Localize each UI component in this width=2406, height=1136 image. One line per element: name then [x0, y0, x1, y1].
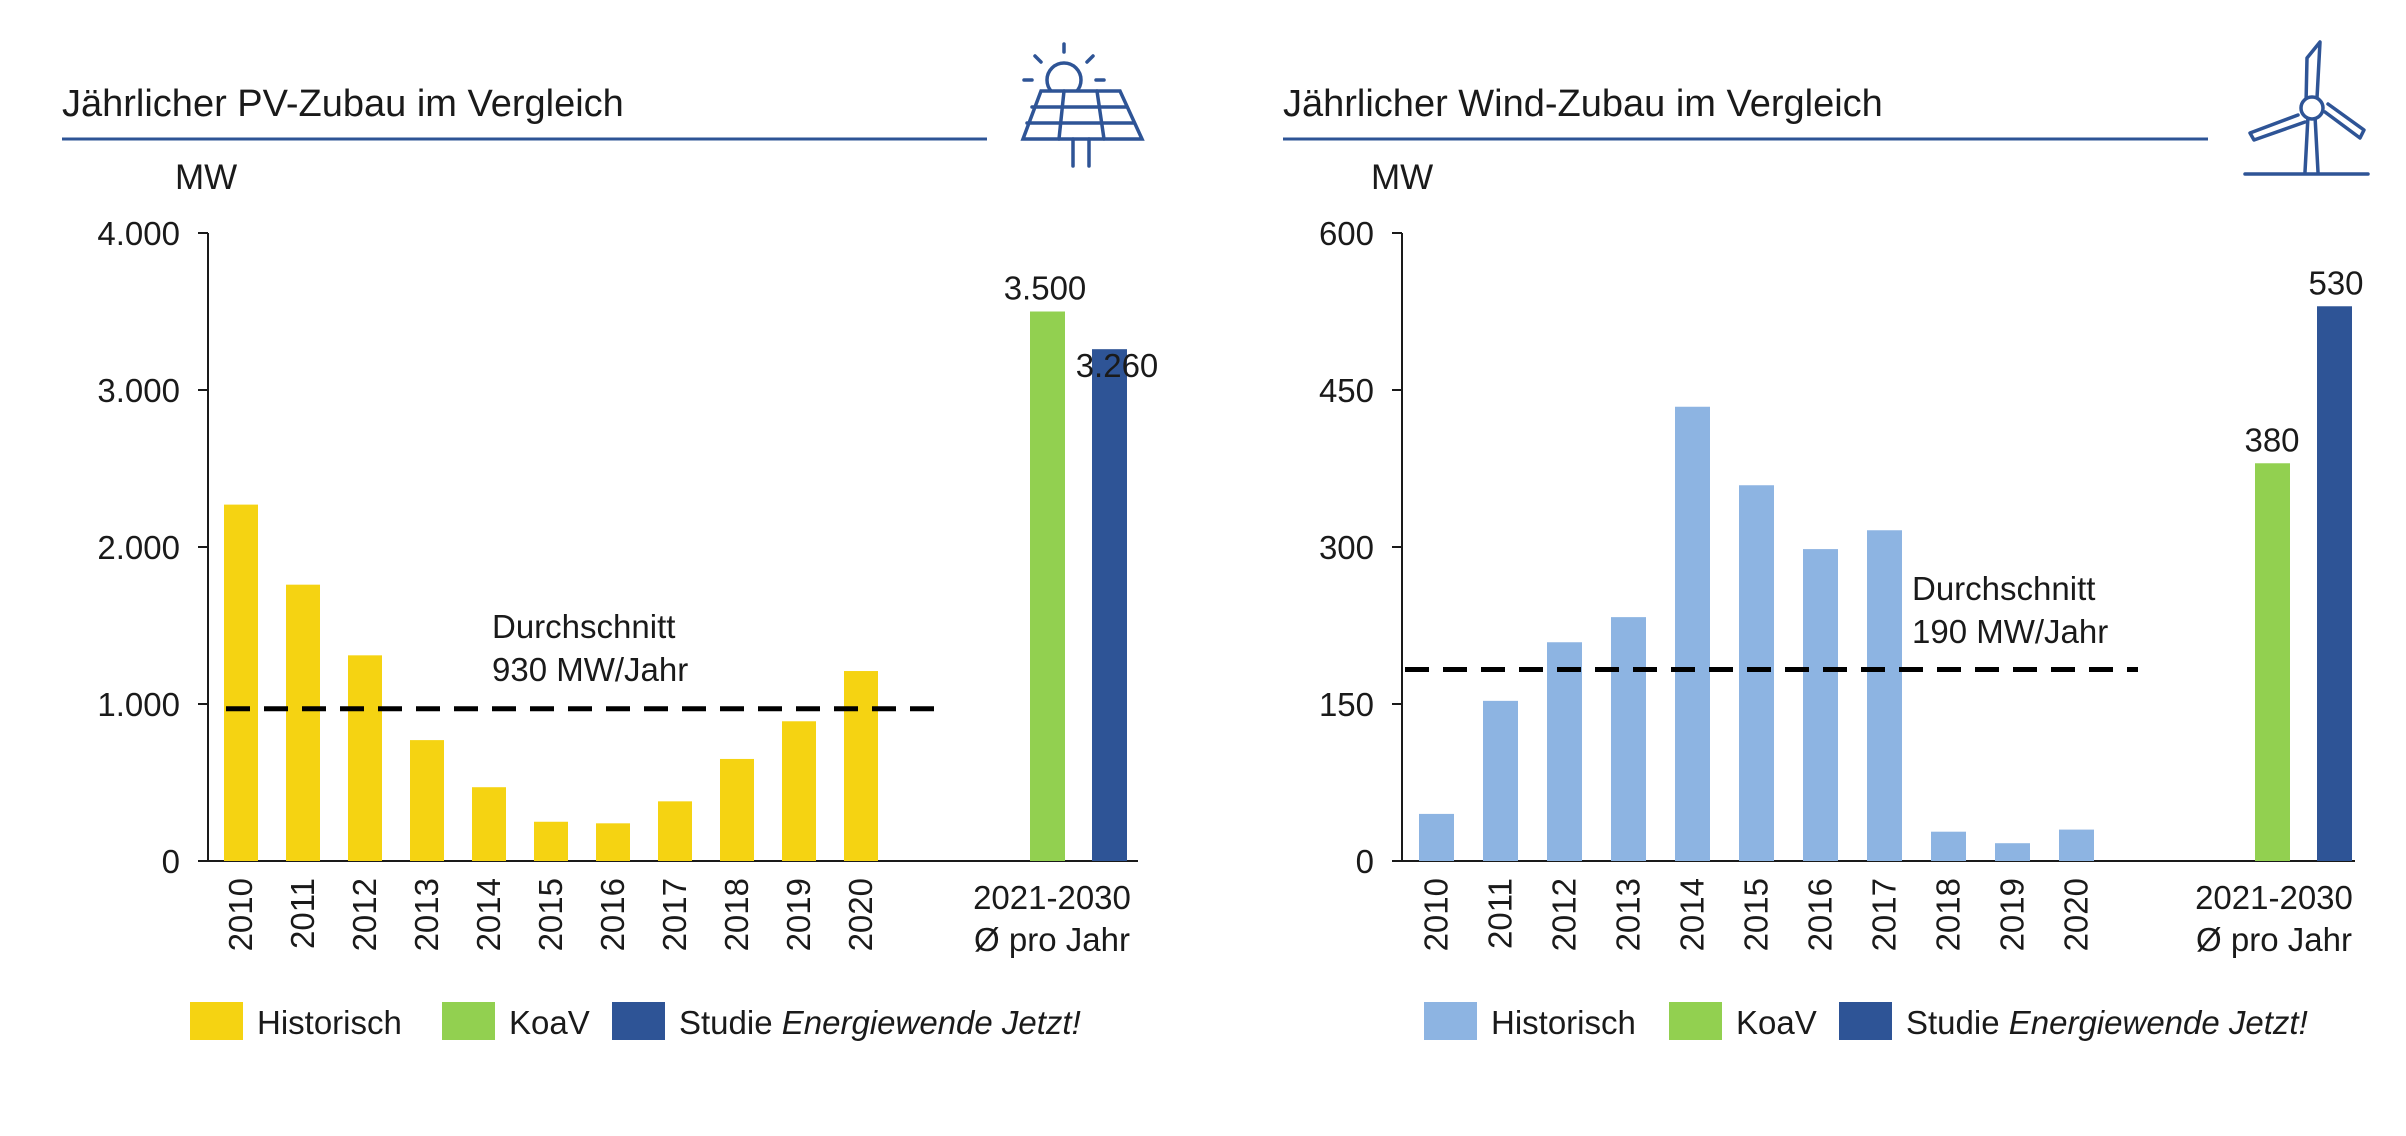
wind-legend-label: Historisch	[1491, 1004, 1636, 1041]
wind-y-unit: MW	[1371, 158, 1433, 197]
pv-bar-2011	[286, 584, 320, 861]
wind-bar-2015	[1739, 485, 1774, 861]
wind-x-tick-label: 2015	[1738, 878, 1775, 951]
pv-bar-2018	[720, 758, 754, 861]
wind-legend-swatch	[1424, 1002, 1477, 1040]
pv-bar-2010	[224, 504, 258, 861]
wind-x-tick-label: 2018	[1930, 878, 1967, 951]
pv-y-unit: MW	[175, 158, 237, 197]
pv-bar-2012	[348, 655, 382, 861]
wind-bar-2011	[1483, 700, 1518, 861]
wind-target-category-line2: Ø pro Jahr	[2196, 921, 2352, 958]
wind-bar-2010	[1419, 813, 1454, 861]
wind-target-value-label: 380	[2244, 421, 2299, 458]
wind-average-label-line2: 190 MW/Jahr	[1912, 613, 2108, 650]
wind-x-tick-label: 2017	[1866, 878, 1903, 951]
pv-bar-2016	[596, 823, 630, 861]
pv-bar-2019	[782, 721, 816, 861]
pv-chart-panel: Jährlicher PV-Zubau im Vergleich MW 0 1.0…	[62, 42, 1158, 1041]
pv-legend-label: Historisch	[257, 1004, 402, 1041]
pv-legend-swatch	[442, 1002, 495, 1040]
wind-chart-panel: Jährlicher Wind-Zubau im Vergleich MW 0 1…	[1283, 40, 2370, 1041]
wind-legend-swatch	[1669, 1002, 1722, 1040]
pv-average-label-line1: Durchschnitt	[492, 608, 675, 645]
pv-target-value-label: 3.500	[1004, 270, 1087, 307]
pv-legend-swatch	[190, 1002, 243, 1040]
wind-legend-label: Studie Energiewende Jetzt!	[1906, 1004, 2308, 1041]
wind-legend-swatch	[1839, 1002, 1892, 1040]
wind-y-tick-label: 600	[1319, 215, 1374, 252]
pv-x-tick-label: 2019	[780, 878, 817, 951]
pv-average-label-line2: 930 MW/Jahr	[492, 651, 688, 688]
pv-bar-2014	[472, 787, 506, 861]
pv-y-tick-label: 2.000	[97, 529, 180, 566]
wind-bar-2020	[2059, 829, 2094, 861]
pv-x-tick-label: 2010	[222, 878, 259, 951]
pv-x-tick-label: 2013	[408, 878, 445, 951]
wind-y-tick-label: 0	[1356, 843, 1374, 880]
pv-y-tick-label: 0	[162, 843, 180, 880]
pv-bar-2020	[844, 671, 878, 861]
wind-plot-area: 0 150 300 450 600 2010 2011 2012 2013 2014 2015 201…	[1319, 215, 2364, 1041]
pv-target-bar-koav	[1030, 311, 1065, 861]
pv-legend-swatch	[612, 1002, 665, 1040]
wind-chart-title: Jährlicher Wind-Zubau im Vergleich	[1283, 83, 1883, 125]
solar-panel-icon	[1020, 42, 1145, 168]
wind-bar-2018	[1931, 831, 1966, 861]
pv-chart-title: Jährlicher PV-Zubau im Vergleich	[62, 83, 624, 125]
pv-plot-area: 0 1.000 2.000 3.000 4.000 2010 2011 2012 2013 201…	[97, 215, 1158, 1041]
wind-bar-2017	[1867, 530, 1902, 861]
pv-bar-2013	[410, 740, 444, 861]
wind-x-tick-label: 2010	[1418, 878, 1455, 951]
pv-x-tick-label: 2014	[470, 878, 507, 951]
wind-x-tick-label: 2014	[1674, 878, 1711, 951]
pv-x-tick-label: 2018	[718, 878, 755, 951]
wind-y-tick-label: 150	[1319, 686, 1374, 723]
wind-target-value-label: 530	[2308, 264, 2363, 301]
pv-target-value-label: 3.260	[1076, 347, 1159, 384]
wind-legend-label: KoaV	[1736, 1004, 1817, 1041]
pv-y-tick-label: 3.000	[97, 372, 180, 409]
wind-x-tick-label: 2016	[1802, 878, 1839, 951]
wind-bar-2014	[1675, 406, 1710, 861]
wind-average-label-line1: Durchschnitt	[1912, 570, 2095, 607]
wind-y-tick-label: 300	[1319, 529, 1374, 566]
wind-bar-2012	[1547, 642, 1582, 861]
pv-bar-2015	[534, 821, 568, 861]
pv-target-bar-studie	[1092, 349, 1127, 861]
pv-target-category-line2: Ø pro Jahr	[974, 921, 1130, 958]
wind-target-bar-koav	[2255, 463, 2290, 861]
wind-target-category-line1: 2021-2030	[2195, 879, 2353, 916]
wind-target-bar-studie	[2317, 306, 2352, 861]
wind-bar-2016	[1803, 549, 1838, 861]
pv-x-tick-label: 2020	[842, 878, 879, 951]
pv-x-tick-label: 2012	[346, 878, 383, 951]
pv-target-category-line1: 2021-2030	[973, 879, 1131, 916]
wind-x-tick-label: 2012	[1546, 878, 1583, 951]
wind-x-tick-label: 2013	[1610, 878, 1647, 951]
pv-x-tick-label: 2016	[594, 878, 631, 951]
pv-x-tick-label: 2015	[532, 878, 569, 951]
wind-bar-2019	[1995, 843, 2030, 861]
pv-legend-label: KoaV	[509, 1004, 590, 1041]
pv-x-tick-label: 2011	[284, 878, 321, 949]
wind-y-tick-label: 450	[1319, 372, 1374, 409]
wind-x-tick-label: 2020	[2058, 878, 2095, 951]
wind-x-tick-label: 2019	[1994, 878, 2031, 951]
pv-y-tick-label: 4.000	[97, 215, 180, 252]
wind-bar-2013	[1611, 617, 1646, 861]
wind-turbine-icon	[2243, 40, 2370, 176]
pv-x-tick-label: 2017	[656, 878, 693, 951]
pv-legend-label: Studie Energiewende Jetzt!	[679, 1004, 1081, 1041]
pv-bar-2017	[658, 801, 692, 861]
pv-y-tick-label: 1.000	[97, 686, 180, 723]
wind-x-tick-label: 2011	[1482, 878, 1519, 949]
